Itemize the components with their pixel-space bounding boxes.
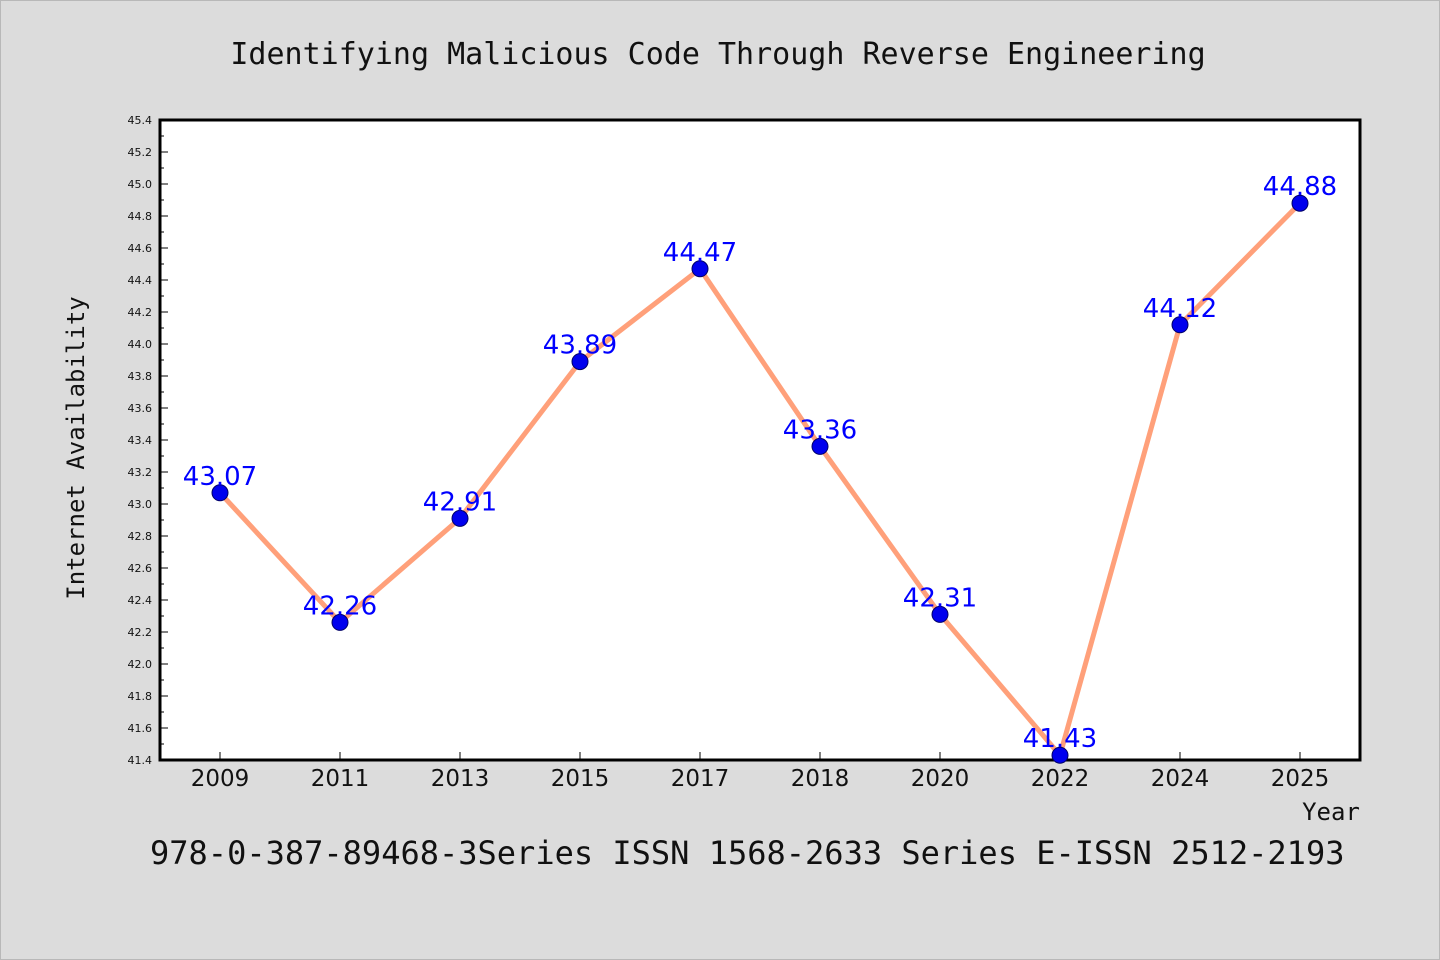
y-tick-label: 42.8 xyxy=(128,530,153,543)
x-tick-label: 2018 xyxy=(791,766,850,792)
x-tick-label: 2024 xyxy=(1151,766,1210,792)
data-point xyxy=(1291,194,1309,212)
y-axis: 41.4 41.6 41.8 42.0 42.2 42.4 42.6 42.8 43.0 43.2… xyxy=(128,114,168,767)
data-point xyxy=(211,484,229,502)
data-point xyxy=(811,437,829,455)
data-label: 42.31 xyxy=(903,583,977,613)
x-tick-label: 2009 xyxy=(191,766,250,792)
data-point xyxy=(331,613,349,631)
data-point xyxy=(451,509,469,527)
y-tick-label: 43.0 xyxy=(128,498,153,511)
y-axis-label: Internet Availability xyxy=(62,296,90,599)
y-tick-label: 43.4 xyxy=(128,434,153,447)
chart-title: Identifying Malicious Code Through Rever… xyxy=(230,37,1205,72)
x-tick-label: 2025 xyxy=(1271,766,1330,792)
data-point xyxy=(691,260,709,278)
data-label: 43.36 xyxy=(783,415,857,445)
series-line xyxy=(218,201,1302,758)
data-point xyxy=(931,605,949,623)
y-tick-label: 44.8 xyxy=(128,210,153,223)
x-axis-label: Year xyxy=(1302,798,1360,826)
x-tick-label: 2017 xyxy=(671,766,730,792)
data-label: 44.12 xyxy=(1143,294,1217,324)
y-tick-label: 43.6 xyxy=(128,402,153,415)
data-label: 43.89 xyxy=(543,331,617,361)
y-tick-label: 42.0 xyxy=(128,658,153,671)
y-tick-label: 41.8 xyxy=(128,690,153,703)
plot-area xyxy=(158,118,1362,762)
y-tick-label: 41.4 xyxy=(128,754,153,767)
y-tick-label: 45.2 xyxy=(128,146,153,159)
data-label: 43.07 xyxy=(183,462,257,492)
x-tick-label: 2011 xyxy=(311,766,370,792)
x-tick-label: 2013 xyxy=(431,766,490,792)
y-tick-label: 45.0 xyxy=(128,178,153,191)
data-label: 42.91 xyxy=(423,487,497,517)
y-tick-label: 41.6 xyxy=(128,722,153,735)
x-tick-label: 2022 xyxy=(1031,766,1090,792)
data-label: 44.47 xyxy=(663,238,737,268)
y-tick-label: 45.4 xyxy=(128,114,153,127)
y-tick-label: 44.2 xyxy=(128,306,153,319)
data-point xyxy=(1051,746,1069,764)
data-label: 41.43 xyxy=(1023,724,1097,754)
y-tick-label: 44.6 xyxy=(128,242,153,255)
data-point xyxy=(1171,316,1189,334)
data-label: 44.88 xyxy=(1263,172,1337,202)
footer-text: 978-0-387-89468-3Series ISSN 1568-2633 S… xyxy=(150,834,1344,872)
y-tick-label: 44.4 xyxy=(128,274,153,287)
x-tick-label: 2020 xyxy=(911,766,970,792)
x-tick-label: 2015 xyxy=(551,766,610,792)
y-tick-label: 42.4 xyxy=(128,594,153,607)
y-tick-label: 42.2 xyxy=(128,626,153,639)
y-tick-label: 43.2 xyxy=(128,466,153,479)
series-group: 43.07 42.26 42.91 43.89 44.47 43.36 42.31 41.43… xyxy=(183,172,1337,764)
data-point xyxy=(571,353,589,371)
data-label: 42.26 xyxy=(303,591,377,621)
x-axis: 2009 2011 2013 2015 2017 2018 2020 2022 2024 2025 xyxy=(191,752,1330,792)
y-tick-label: 43.8 xyxy=(128,370,153,383)
y-tick-label: 44.0 xyxy=(128,338,153,351)
y-tick-label: 42.6 xyxy=(128,562,153,575)
